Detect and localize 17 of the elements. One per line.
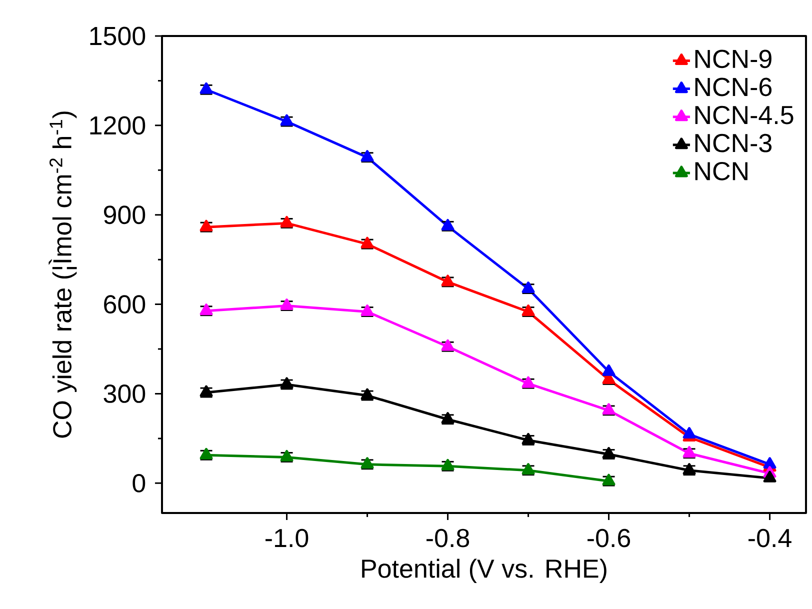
y-tick-label: 1500 <box>90 26 146 46</box>
legend-label: NCN-9 <box>695 50 772 68</box>
legend-label: NCN-3 <box>695 134 772 152</box>
y-tick-label: 600 <box>104 295 146 314</box>
legend-label: NCN-4.5 <box>695 106 794 124</box>
y-tick-label: 300 <box>104 384 146 403</box>
x-axis-title: Potential (V vs. RHE) <box>362 558 606 584</box>
x-tick-label: -1.0 <box>266 528 308 548</box>
y-tick-label: 1200 <box>90 116 146 135</box>
legend-label: NCN-6 <box>695 78 772 96</box>
x-tick-label: -0.8 <box>426 528 470 548</box>
y-tick-label: 900 <box>104 206 146 224</box>
y-tick-label: 0 <box>132 474 146 492</box>
y-axis-title: CO yield rate (¦Ìmol cm$^{-2}$ h$^{-1}$) <box>48 112 77 438</box>
x-tick-label: -0.4 <box>748 528 792 548</box>
x-tick-label: -0.6 <box>588 528 630 548</box>
legend-label: NCN <box>695 162 748 180</box>
